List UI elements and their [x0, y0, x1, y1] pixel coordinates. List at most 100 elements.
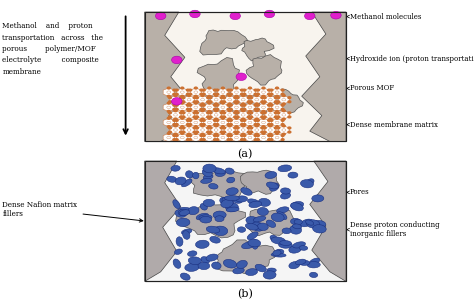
Ellipse shape — [278, 165, 292, 172]
Ellipse shape — [247, 199, 259, 205]
Circle shape — [275, 87, 278, 89]
Text: Dense Nafion matrix
fillers: Dense Nafion matrix fillers — [2, 200, 143, 222]
Circle shape — [234, 131, 237, 133]
Circle shape — [263, 112, 266, 114]
Circle shape — [281, 124, 284, 126]
Circle shape — [241, 119, 244, 121]
Ellipse shape — [175, 209, 186, 217]
Polygon shape — [264, 126, 276, 134]
Circle shape — [213, 108, 216, 110]
Circle shape — [275, 133, 278, 134]
Ellipse shape — [300, 219, 313, 227]
Circle shape — [228, 95, 231, 97]
Circle shape — [235, 121, 238, 124]
Circle shape — [235, 133, 238, 134]
Circle shape — [167, 95, 170, 97]
Circle shape — [270, 119, 273, 121]
Ellipse shape — [221, 199, 233, 208]
Circle shape — [250, 101, 253, 103]
Circle shape — [254, 135, 257, 136]
Circle shape — [207, 112, 210, 114]
Ellipse shape — [281, 188, 291, 194]
Circle shape — [207, 97, 210, 98]
Circle shape — [274, 116, 277, 118]
Circle shape — [189, 139, 191, 141]
Circle shape — [194, 136, 198, 139]
Ellipse shape — [173, 200, 180, 209]
Circle shape — [254, 108, 257, 110]
Circle shape — [173, 135, 176, 136]
Text: Dense proton conducting
inorganic fillers: Dense proton conducting inorganic filler… — [346, 221, 439, 238]
Ellipse shape — [266, 182, 278, 189]
Circle shape — [277, 101, 280, 103]
Ellipse shape — [236, 73, 246, 80]
Circle shape — [201, 125, 204, 127]
Circle shape — [283, 125, 285, 127]
Circle shape — [182, 131, 185, 133]
Circle shape — [262, 126, 265, 127]
Circle shape — [208, 110, 211, 112]
Circle shape — [229, 139, 232, 141]
Ellipse shape — [299, 260, 310, 265]
Polygon shape — [251, 96, 262, 104]
Text: Methanol    and    proton
transportation   across   the
porous        polymer/MO: Methanol and proton transportation acros… — [2, 22, 103, 76]
Circle shape — [274, 127, 277, 129]
Ellipse shape — [203, 174, 213, 180]
Circle shape — [187, 114, 191, 116]
Circle shape — [288, 116, 291, 118]
Circle shape — [227, 124, 230, 126]
Circle shape — [207, 116, 210, 118]
Circle shape — [247, 112, 250, 114]
Circle shape — [193, 101, 196, 103]
Circle shape — [234, 101, 237, 103]
Polygon shape — [217, 134, 228, 142]
Circle shape — [242, 110, 245, 112]
Ellipse shape — [200, 216, 211, 223]
Circle shape — [167, 87, 170, 89]
Circle shape — [173, 89, 176, 91]
Circle shape — [243, 108, 246, 110]
Polygon shape — [163, 88, 174, 96]
Ellipse shape — [233, 268, 244, 274]
Circle shape — [194, 95, 197, 97]
Circle shape — [248, 133, 251, 134]
Circle shape — [262, 117, 265, 119]
Circle shape — [189, 93, 191, 95]
Circle shape — [255, 125, 258, 127]
Ellipse shape — [249, 201, 262, 208]
Ellipse shape — [310, 272, 318, 278]
Circle shape — [255, 114, 259, 116]
Circle shape — [248, 106, 252, 109]
Bar — [145, 161, 346, 281]
Circle shape — [174, 110, 177, 112]
Polygon shape — [258, 118, 269, 126]
Circle shape — [181, 110, 184, 112]
Ellipse shape — [213, 211, 226, 219]
Circle shape — [234, 97, 237, 98]
Circle shape — [241, 135, 244, 136]
Ellipse shape — [295, 259, 306, 265]
Circle shape — [180, 106, 184, 109]
Circle shape — [201, 103, 204, 105]
Ellipse shape — [271, 213, 284, 222]
Polygon shape — [231, 134, 242, 142]
Circle shape — [200, 139, 203, 141]
Circle shape — [186, 135, 189, 136]
Polygon shape — [210, 126, 222, 134]
Ellipse shape — [224, 196, 239, 200]
Circle shape — [228, 114, 232, 116]
Circle shape — [255, 95, 258, 97]
Circle shape — [169, 131, 171, 133]
Circle shape — [288, 101, 291, 103]
Circle shape — [215, 95, 218, 97]
Circle shape — [228, 118, 231, 120]
Circle shape — [167, 126, 170, 127]
Circle shape — [235, 102, 238, 104]
Circle shape — [255, 98, 259, 101]
Circle shape — [200, 135, 203, 136]
Circle shape — [261, 112, 264, 114]
Polygon shape — [189, 171, 251, 201]
Circle shape — [173, 98, 177, 101]
Circle shape — [223, 116, 226, 118]
Ellipse shape — [203, 164, 216, 173]
